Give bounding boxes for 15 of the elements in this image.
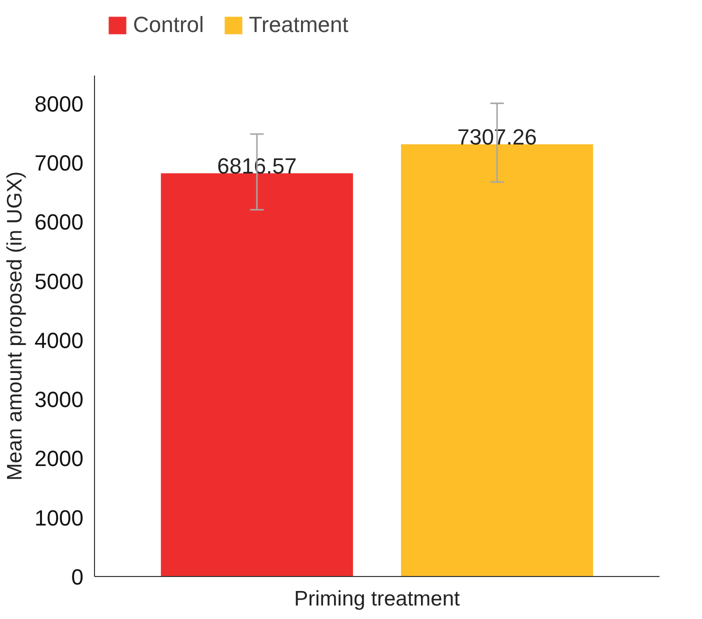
y-tick-label: 5000: [34, 268, 84, 294]
y-tick-label: 2000: [34, 446, 84, 472]
x-axis-title: Priming treatment: [294, 588, 460, 610]
data-label: 7307.26: [457, 124, 537, 150]
data-label: 6816.57: [217, 153, 297, 178]
y-tick-label: 7000: [34, 150, 84, 176]
y-tick-label: 3000: [34, 387, 84, 412]
legend-label: Treatment: [248, 12, 348, 38]
legend-label: Control: [133, 12, 204, 38]
y-tick-label: 8000: [34, 91, 84, 116]
y-tick-label: 4000: [34, 328, 84, 353]
y-axis-title: Mean amount proposed (in UGX): [4, 171, 27, 481]
y-tick-label: 1000: [34, 505, 84, 530]
y-tick-label: 6000: [34, 210, 84, 235]
y-tick-label: 0: [71, 564, 84, 590]
